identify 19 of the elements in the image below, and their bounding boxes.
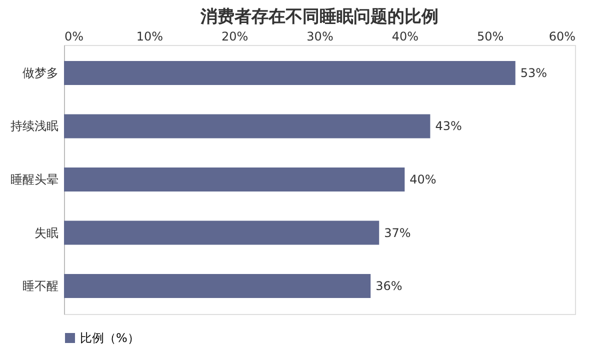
x-tick-label: 10% (136, 30, 164, 44)
y-tick-label: 做梦多 (22, 66, 58, 80)
y-tick-label: 睡不醒 (22, 279, 58, 294)
y-tick-label: 持续浅眠 (10, 119, 58, 134)
x-tick-label: 30% (306, 30, 334, 44)
x-tick-label: 40% (392, 30, 419, 44)
y-tick-label: 睡醒头晕 (10, 172, 58, 186)
x-tick-label: 50% (476, 30, 504, 44)
x-tick-label: 60% (548, 30, 576, 44)
legend-label: 比例（%） (80, 331, 140, 345)
data-label: 40% (410, 172, 436, 186)
chart-title: 消费者存在不同睡眠问题的比例 (200, 7, 438, 27)
x-tick-label: 20% (221, 30, 248, 44)
data-label: 37% (384, 226, 411, 240)
x-tick-label: 0% (64, 30, 84, 44)
data-label: 43% (435, 119, 462, 134)
y-tick-label: 失眠 (34, 226, 58, 240)
data-label: 36% (376, 279, 402, 294)
data-label: 53% (520, 66, 548, 80)
